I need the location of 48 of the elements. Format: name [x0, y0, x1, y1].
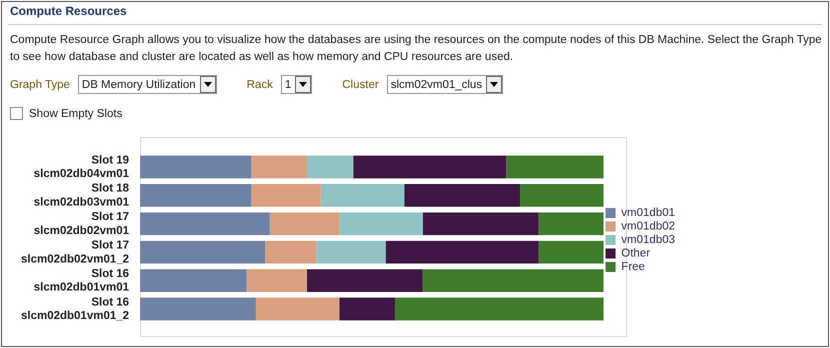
- dropdown-field: DB Memory Utilization: [78, 75, 217, 94]
- bar: [320, 184, 404, 207]
- legend-label: Other: [621, 248, 650, 260]
- bar: [394, 298, 604, 320]
- bar: [140, 298, 256, 320]
- bar: [270, 212, 340, 236]
- legend-label: vm01db03: [621, 234, 676, 246]
- bar: [386, 240, 539, 264]
- y-tick-label: Slot 19 slcm02db04vm01: [34, 154, 130, 180]
- bar: [339, 212, 423, 236]
- y-tick-label: Slot 17 slcm02db02vm01_2: [20, 239, 130, 266]
- bar: [404, 184, 520, 207]
- bar: [251, 156, 307, 178]
- bar: [353, 156, 506, 178]
- bar: [265, 240, 316, 264]
- bar: [140, 156, 252, 178]
- y-tick-label: Slot 18 slcm02db03vm01: [34, 182, 130, 208]
- bar: [422, 212, 539, 236]
- bar: [520, 184, 604, 207]
- bar: [246, 269, 307, 292]
- bar: [339, 298, 395, 320]
- legend-label: vm01db02: [621, 220, 676, 233]
- bar: [422, 269, 604, 292]
- bar: [306, 156, 354, 178]
- y-tick-label: Slot 17 slcm02db02vm01: [34, 211, 130, 237]
- bar: [140, 212, 270, 236]
- text: Show Empty Slots: [29, 108, 122, 120]
- bar: [538, 212, 604, 236]
- bar: [316, 240, 386, 264]
- bar: [140, 240, 266, 264]
- bar: [256, 298, 340, 320]
- legend-label: vm01db01: [621, 207, 676, 220]
- bar: [506, 156, 604, 178]
- dropdown-field: slcm02vm01_clus: [386, 75, 504, 94]
- y-tick-label: Slot 16 slcm02db01vm01: [34, 268, 130, 294]
- bar: [140, 269, 247, 292]
- y-tick-label: Slot 16 slcm02db01vm01_2: [20, 296, 130, 322]
- bar: [306, 269, 423, 292]
- chart-subtitle: Compute Resource Graph allows you to visualize how the databases are using the resources on the compute nodes of this DB Machine. Select the Graph Type to see how database and cluster are located as well as how memory and CPU resources are used.: [10, 33, 822, 65]
- bar: [251, 184, 321, 207]
- dropdown-field: 1: [280, 75, 312, 94]
- text: Cluster: [342, 78, 379, 90]
- text: Graph Type: [10, 78, 70, 90]
- bar: [140, 184, 252, 207]
- bar: [538, 240, 604, 264]
- chart-title: Compute Resources: [10, 4, 127, 18]
- text: Rack: [246, 78, 273, 90]
- legend-label: Free: [621, 261, 645, 274]
